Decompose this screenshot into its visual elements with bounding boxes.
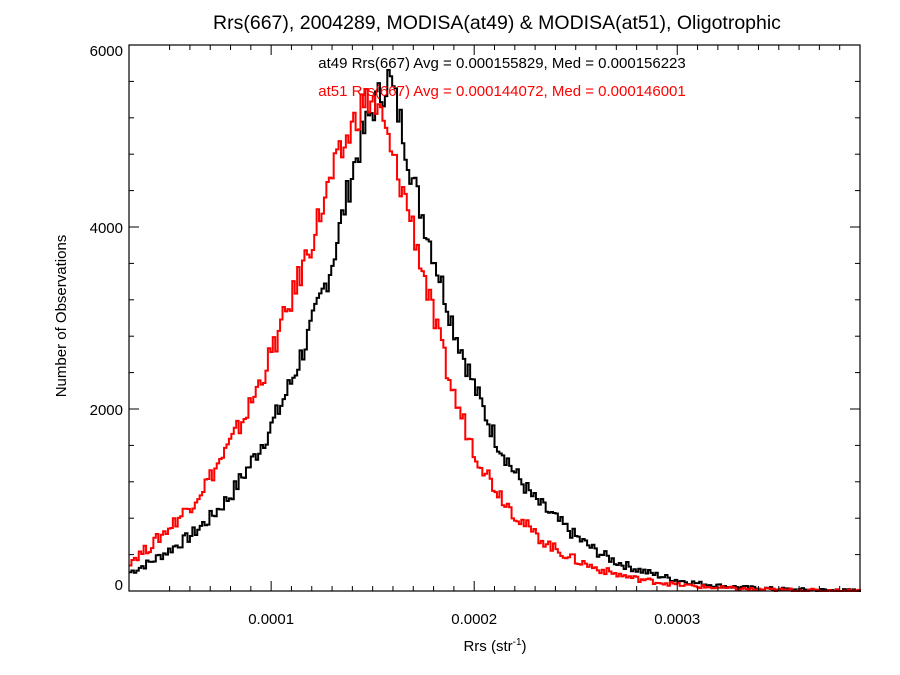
plot-frame bbox=[128, 44, 861, 592]
annotation-at49-stats: at49 Rrs(667) Avg = 0.000155829, Med = 0… bbox=[318, 55, 686, 72]
y-axis-label: Number of Observations bbox=[53, 235, 70, 398]
x-axis-label-close: ) bbox=[522, 638, 527, 655]
x-axis-label: Rrs (str-1) bbox=[463, 637, 526, 655]
x-tick-label: 0.0001 bbox=[248, 611, 294, 628]
chart-title: Rrs(667), 2004289, MODISA(at49) & MODISA… bbox=[213, 12, 781, 34]
y-tick-label: 6000 bbox=[90, 43, 123, 60]
axis-ticks bbox=[129, 44, 861, 592]
y-tick-label: 4000 bbox=[90, 220, 123, 237]
series-layer bbox=[129, 68, 861, 592]
x-axis-label-main: Rrs (str bbox=[463, 638, 512, 655]
y-tick-label: 2000 bbox=[90, 402, 123, 419]
annotation-at51-stats: at51 Rrs(667) Avg = 0.000144072, Med = 0… bbox=[318, 83, 686, 100]
x-tick-label: 0.0002 bbox=[451, 611, 497, 628]
x-tick-label: 0.0003 bbox=[654, 611, 700, 628]
histogram-series-0 bbox=[129, 68, 861, 592]
histogram-series-1 bbox=[129, 88, 861, 592]
x-axis-label-superscript: -1 bbox=[513, 637, 522, 648]
plot-area bbox=[129, 68, 861, 592]
y-tick-label: 0 bbox=[115, 577, 123, 594]
axis-tick-labels: 0.0001 0.0002 0.0003 0 2000 4000 6000 bbox=[90, 43, 701, 628]
